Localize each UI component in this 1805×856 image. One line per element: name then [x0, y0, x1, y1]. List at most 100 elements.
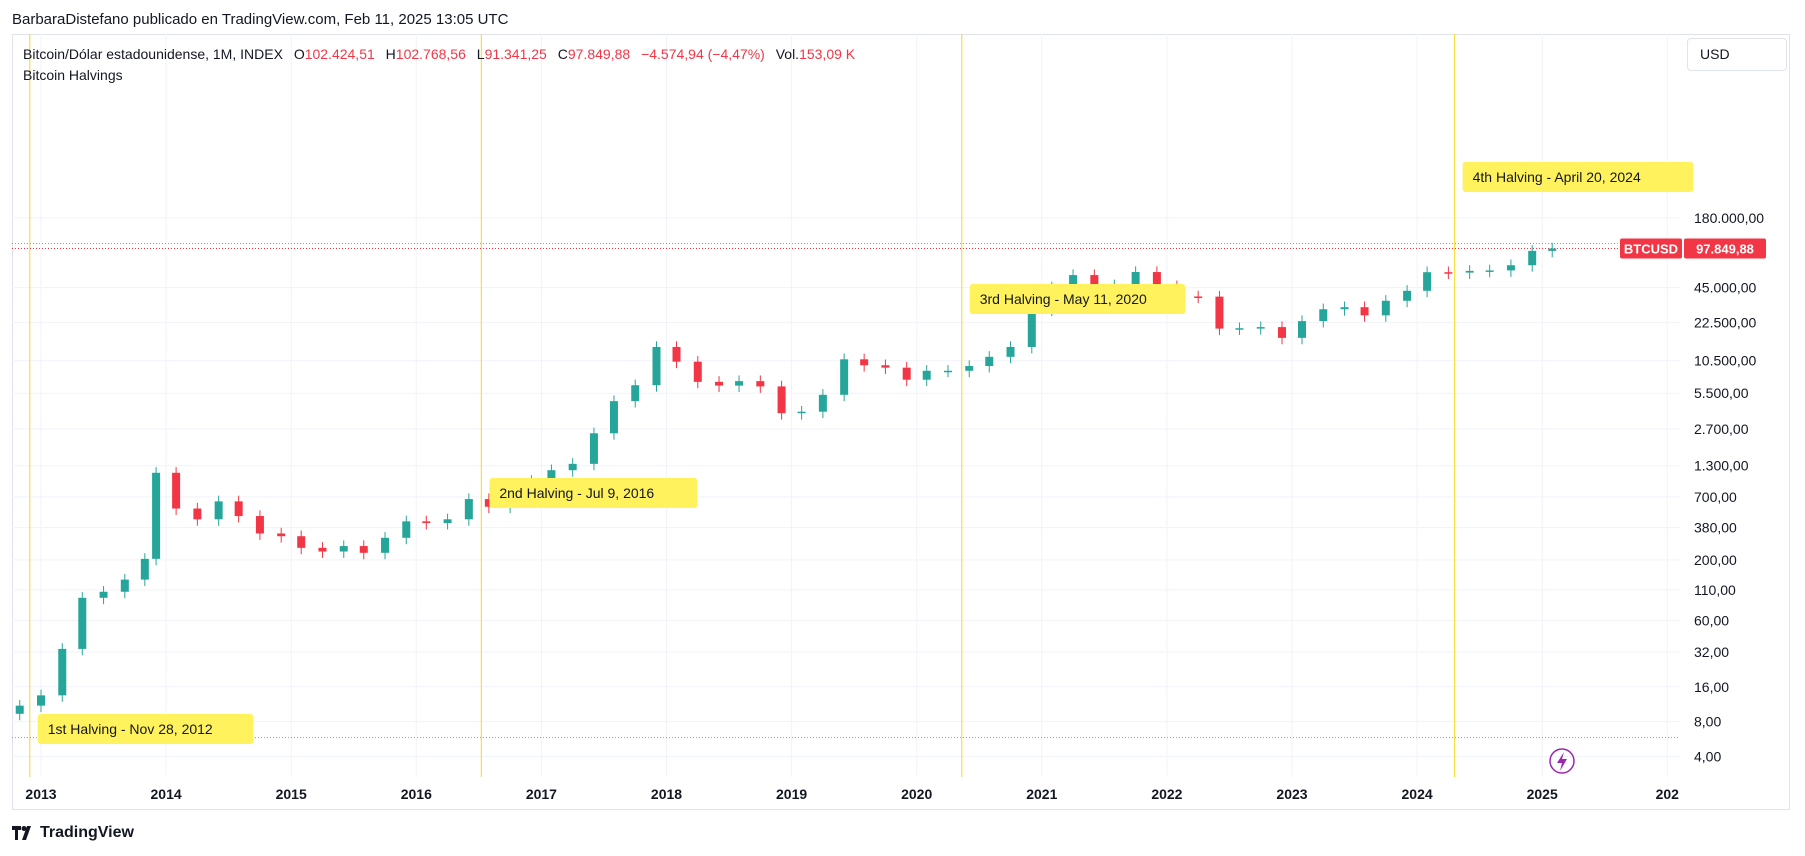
candle[interactable] [464, 499, 473, 520]
halving-label-box[interactable] [489, 478, 698, 508]
x-tick-label: 2025 [1527, 786, 1558, 802]
y-tick-label: 1.300,00 [1694, 458, 1749, 474]
x-tick-label: 2013 [25, 786, 56, 802]
candle[interactable] [1298, 321, 1307, 338]
candle[interactable] [589, 433, 598, 464]
candle[interactable] [234, 501, 243, 517]
candle[interactable] [172, 472, 181, 509]
candle[interactable] [735, 381, 744, 386]
legend-change: −4.574,94 (−4,47%) [641, 46, 765, 62]
candle[interactable] [152, 472, 161, 559]
candle[interactable] [1319, 309, 1328, 322]
candle[interactable] [840, 359, 849, 395]
candle[interactable] [1152, 272, 1161, 287]
candle[interactable] [1485, 270, 1494, 272]
y-tick-label: 4,00 [1694, 749, 1721, 765]
x-tick-label: 2018 [651, 786, 682, 802]
candle[interactable] [985, 356, 994, 367]
halving-label-box[interactable] [37, 714, 254, 744]
candle[interactable] [339, 546, 348, 552]
candle[interactable] [78, 597, 87, 649]
currency-button[interactable]: USD [1687, 38, 1787, 71]
candle[interactable] [1235, 328, 1244, 330]
candle[interactable] [1360, 307, 1369, 316]
candle[interactable] [443, 519, 452, 524]
candle[interactable] [547, 470, 556, 481]
y-tick-label: 32,00 [1694, 644, 1729, 660]
candle[interactable] [277, 533, 286, 537]
footer-brand[interactable]: TradingView [12, 824, 134, 842]
candle[interactable] [140, 558, 149, 580]
price-badge-symbol: BTCUSD [1624, 242, 1678, 257]
candle[interactable] [818, 394, 827, 412]
lightning-icon-bolt [1557, 752, 1567, 771]
x-tick-label: 2014 [151, 786, 182, 802]
candle[interactable] [1069, 275, 1078, 288]
legend-open: 102.424,51 [304, 46, 375, 62]
candle[interactable] [715, 381, 724, 386]
candle[interactable] [631, 385, 640, 402]
y-tick-label: 700,00 [1694, 489, 1737, 505]
candle[interactable] [58, 648, 67, 696]
candle[interactable] [1256, 327, 1265, 329]
candle[interactable] [381, 537, 390, 553]
candle[interactable] [214, 501, 223, 520]
chart-legend: Bitcoin/Dólar estadounidense, 1M, INDEX … [23, 44, 855, 86]
candle[interactable] [1215, 296, 1224, 329]
legend-symbol[interactable]: Bitcoin/Dólar estadounidense, 1M, INDEX [23, 46, 283, 62]
x-tick-label: 2016 [401, 786, 432, 802]
candle[interactable] [1444, 272, 1453, 274]
y-tick-label: 45.000,00 [1694, 280, 1756, 296]
candle[interactable] [1528, 250, 1537, 266]
candle[interactable] [422, 521, 431, 524]
candle[interactable] [1423, 272, 1432, 291]
y-tick-label: 2.700,00 [1694, 421, 1749, 437]
candle[interactable] [1006, 346, 1015, 357]
candle[interactable] [693, 361, 702, 382]
chart-frame[interactable] [12, 34, 1790, 810]
candle[interactable] [881, 365, 890, 368]
candle[interactable] [672, 346, 681, 362]
candle[interactable] [902, 367, 911, 380]
candle[interactable] [1340, 307, 1349, 310]
legend-open-label: O [293, 46, 305, 62]
candle[interactable] [193, 508, 202, 520]
halving-label-box[interactable] [1462, 162, 1694, 192]
candle[interactable] [797, 411, 806, 414]
candle[interactable] [777, 386, 786, 414]
y-tick-label: 8,00 [1694, 714, 1721, 730]
lightning-icon[interactable] [1549, 748, 1575, 774]
candle[interactable] [99, 591, 108, 598]
candle[interactable] [120, 579, 129, 592]
candle[interactable] [15, 705, 24, 714]
candle[interactable] [1277, 327, 1286, 338]
halving-label: 2nd Halving - Jul 9, 2016 [499, 485, 654, 501]
candle[interactable] [359, 546, 368, 553]
candle[interactable] [1548, 248, 1557, 251]
candle[interactable] [1381, 300, 1390, 316]
candle[interactable] [37, 695, 45, 706]
candle[interactable] [1465, 270, 1474, 273]
candle[interactable] [1506, 265, 1515, 271]
candle[interactable] [402, 521, 411, 538]
candle[interactable] [484, 499, 493, 507]
candle[interactable] [943, 370, 952, 373]
candle[interactable] [1194, 296, 1203, 298]
candle[interactable] [652, 346, 661, 386]
candle[interactable] [965, 366, 974, 371]
price-badge-price: 97.849,88 [1696, 242, 1754, 257]
halving-label-box[interactable] [969, 284, 1186, 314]
candle[interactable] [860, 359, 869, 366]
candle[interactable] [568, 463, 577, 471]
legend-indicator[interactable]: Bitcoin Halvings [23, 67, 123, 83]
candle[interactable] [609, 401, 618, 434]
candle[interactable] [1027, 309, 1036, 347]
candle[interactable] [1403, 290, 1412, 301]
candle[interactable] [255, 516, 264, 534]
candle[interactable] [297, 536, 306, 548]
candle[interactable] [756, 381, 765, 387]
candle[interactable] [1131, 272, 1140, 286]
candle[interactable] [318, 547, 327, 552]
candle[interactable] [922, 370, 931, 380]
